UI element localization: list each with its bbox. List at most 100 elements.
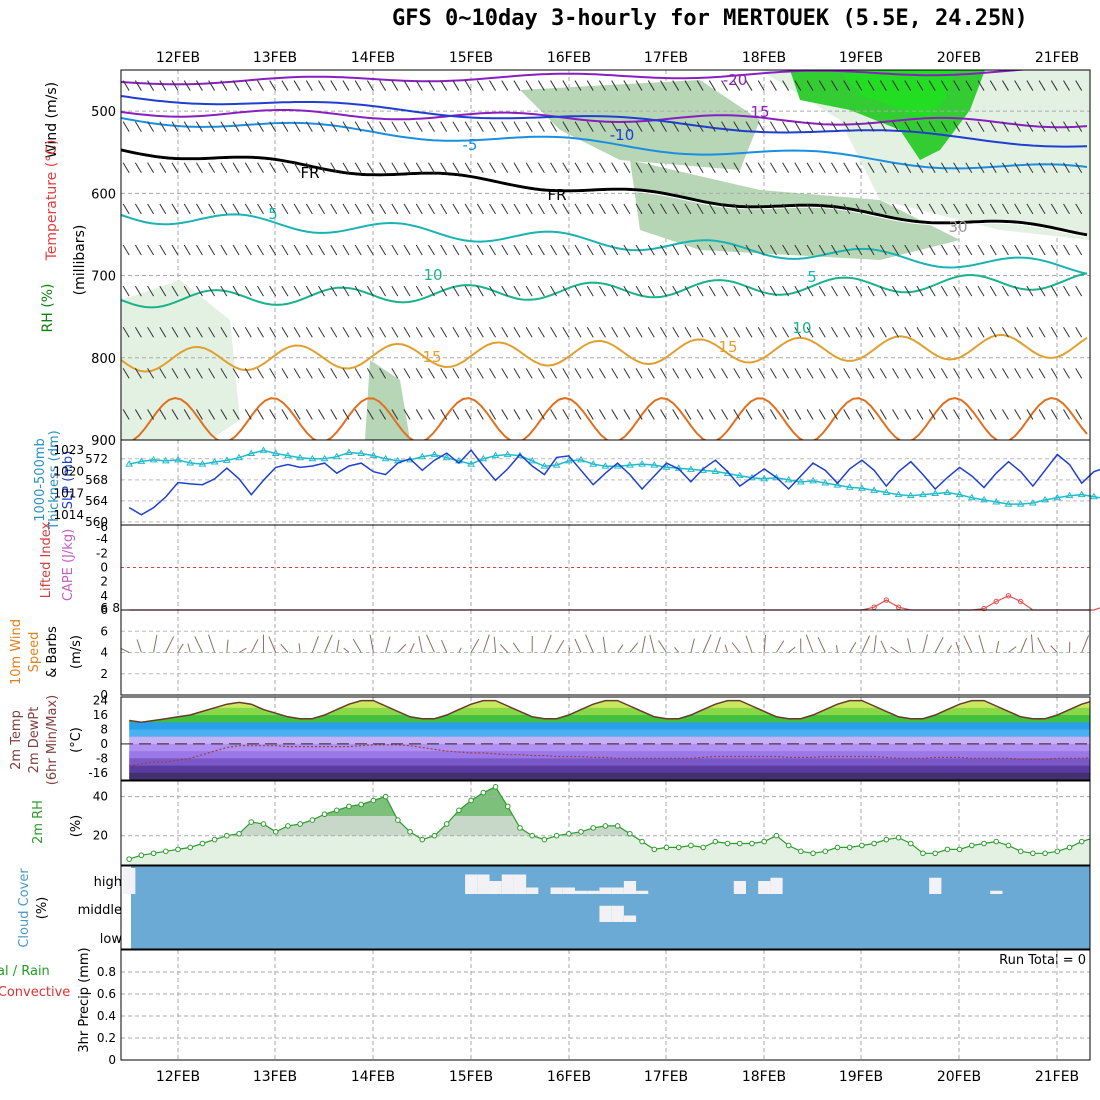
wind-barb — [794, 80, 802, 91]
rh-area — [520, 80, 760, 170]
wind-barb-10m — [268, 636, 277, 653]
upper-wind-label: Wind (m/s) — [44, 82, 60, 158]
wind-barb — [843, 80, 851, 91]
upper-mb-label: (millibars) — [72, 225, 88, 296]
wind-barb-10m — [1037, 637, 1046, 653]
wind-barb — [892, 80, 899, 91]
rh-point — [529, 832, 535, 839]
date-label-top: 14FEB — [351, 50, 395, 66]
wind-barb-10m — [880, 640, 887, 653]
wind-barb — [660, 162, 667, 174]
wind-barb — [733, 285, 741, 297]
wind-barb — [953, 244, 961, 256]
temp-band — [129, 700, 1090, 709]
date-label-bottom: 15FEB — [449, 1069, 493, 1085]
wind-barb — [403, 203, 411, 215]
contour-label: 5 — [268, 205, 278, 223]
wind-barb — [574, 285, 582, 297]
wind-barb — [928, 285, 936, 297]
wind-barb — [818, 285, 826, 297]
wind-barb — [769, 80, 777, 91]
wind-barb — [562, 244, 570, 256]
rh-point — [602, 823, 609, 829]
cloud-low-label: low — [100, 932, 123, 947]
wind-barb-10m — [836, 645, 838, 653]
rh-point — [993, 838, 1000, 845]
wind-barb — [660, 244, 667, 256]
contour-label: 10 — [792, 319, 811, 337]
wind-barb — [354, 203, 362, 215]
date-label-top: 13FEB — [253, 50, 297, 66]
wind-barb — [647, 80, 655, 91]
wind-barb — [562, 409, 570, 420]
wind-barb — [489, 121, 496, 132]
wind-barb — [440, 368, 448, 379]
wind-barb — [501, 80, 509, 91]
wind-barb — [415, 80, 423, 91]
wind-barb — [708, 326, 716, 338]
wind-barb — [721, 121, 728, 132]
thickness-point — [369, 451, 378, 459]
wind-barb — [1063, 203, 1070, 215]
rh-point — [431, 832, 438, 839]
wind-barb — [782, 121, 790, 132]
wind-barb-10m — [817, 636, 826, 653]
wind-barb — [916, 368, 924, 379]
wind-barb — [965, 121, 973, 132]
wind-barb — [1075, 121, 1083, 132]
wind-barb — [183, 285, 191, 297]
wind-barb — [537, 409, 545, 420]
wind-barb — [977, 162, 985, 174]
wind-barb — [379, 326, 387, 338]
contour-label: FR — [300, 164, 319, 182]
wind-barb — [232, 80, 240, 91]
date-label-top: 12FEB — [156, 50, 200, 66]
wind-barb-10m — [556, 639, 565, 653]
date-label-top: 19FEB — [839, 50, 883, 66]
wind-barb — [708, 368, 716, 379]
wind-barb — [513, 203, 521, 215]
wind-barb — [1050, 244, 1058, 256]
wind-barb — [318, 162, 325, 174]
wind-barb — [831, 285, 838, 297]
temp-tick-label: -16 — [88, 766, 108, 780]
wind-barb — [879, 121, 887, 132]
temp-band — [129, 765, 1090, 774]
wind-barb — [562, 121, 570, 132]
wind-barb — [1026, 80, 1034, 91]
wind-barb — [965, 203, 973, 215]
wind-barb — [501, 162, 509, 174]
wind10-point — [847, 684, 853, 690]
wind-barb — [989, 409, 997, 420]
wind-barb — [721, 162, 728, 174]
thickness-point — [711, 467, 720, 474]
temp-bands — [129, 700, 1090, 780]
thickness-point — [491, 451, 500, 459]
panel-frame — [120, 780, 1091, 866]
wind-barb — [452, 244, 460, 256]
wind-barb — [586, 203, 594, 215]
slp-label: SLP (mb) — [61, 451, 76, 510]
rh-point — [187, 844, 194, 851]
thickness-point — [540, 462, 549, 469]
wind-barb — [916, 326, 924, 338]
slp-tick-label: 1020 — [53, 465, 84, 479]
wind-barb — [452, 285, 460, 297]
temp-band — [129, 758, 1090, 767]
wind-barb — [1050, 203, 1058, 215]
wind-barb — [1038, 326, 1046, 338]
wind-barb-10m — [724, 644, 729, 653]
cloud-bar — [623, 915, 637, 922]
wind-barb — [867, 326, 875, 338]
thickness-point — [992, 498, 1001, 505]
wind-barb — [831, 368, 838, 379]
wind-barb — [293, 162, 301, 174]
wind-barb — [428, 244, 435, 256]
wind-barb — [1063, 244, 1070, 256]
temp-band — [129, 751, 1090, 759]
wind-barb — [904, 368, 912, 379]
wind-barb — [867, 285, 875, 297]
thickness-point — [833, 481, 842, 488]
wind-barb-10m — [250, 639, 259, 653]
rh-point — [944, 846, 951, 853]
